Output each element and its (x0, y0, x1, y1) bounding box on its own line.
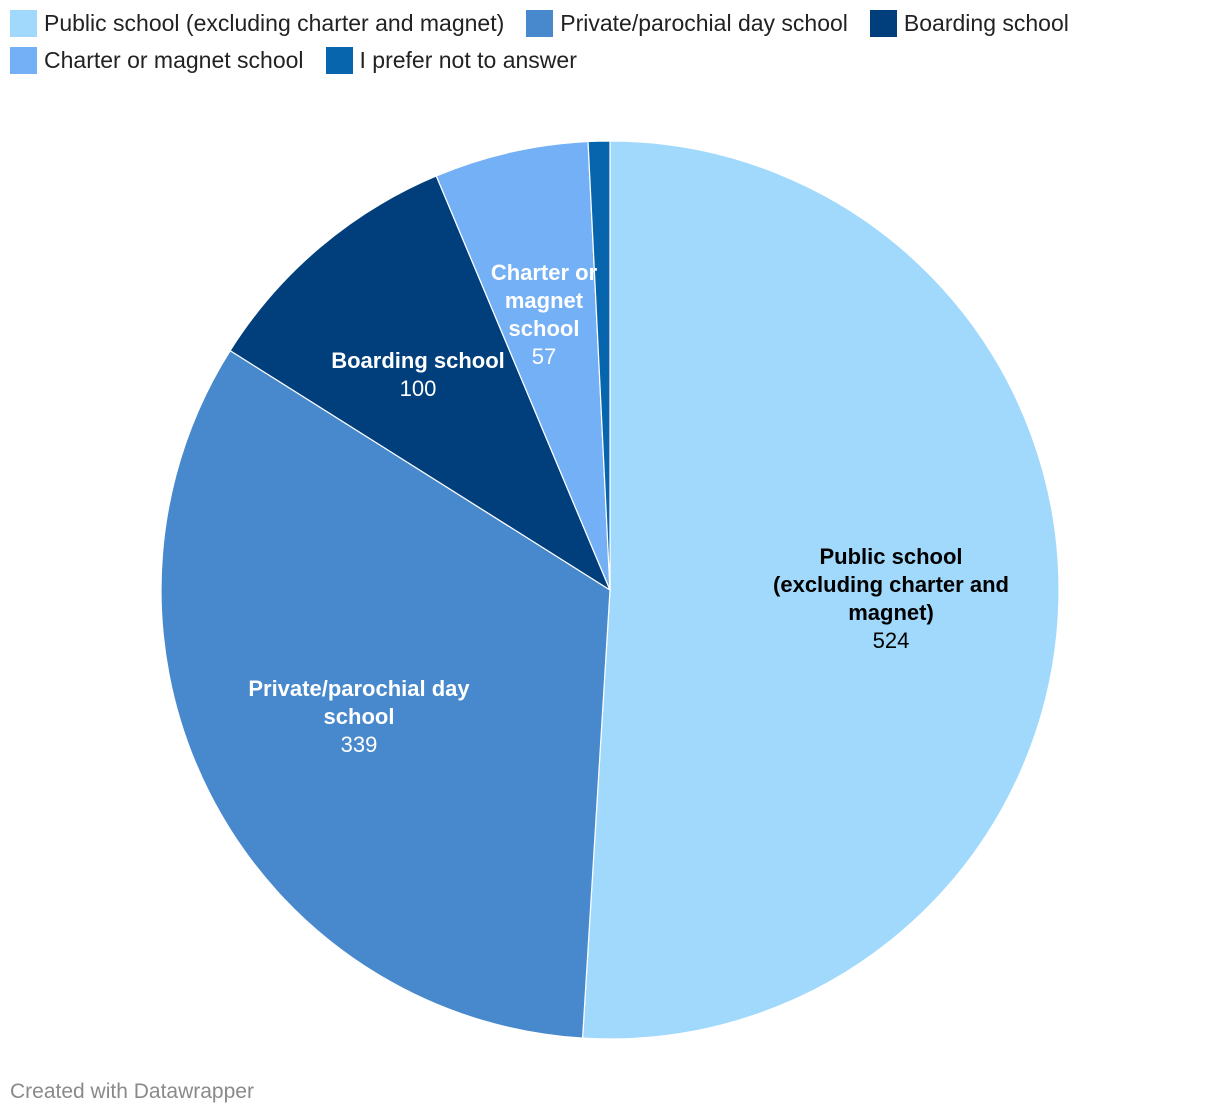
slice-label-public-school: Public school (excluding charter and mag… (771, 543, 1011, 655)
legend-item-private-parochial: Private/parochial day school (526, 10, 848, 37)
legend-label-private-parochial: Private/parochial day school (560, 10, 848, 36)
legend-item-prefer-not-to-answer: I prefer not to answer (325, 47, 577, 74)
pie-slice-charter-magnet (435, 140, 611, 591)
slice-label-charter-magnet-value: 57 (531, 344, 557, 369)
slice-label-private-parochial-name: Private/parochial day school (248, 676, 470, 729)
legend-swatch-boarding-school (869, 10, 897, 37)
legend-swatch-charter-magnet (10, 47, 37, 74)
slice-label-public-school-value: 524 (872, 628, 910, 653)
legend-label-charter-magnet: Charter or magnet school (44, 47, 304, 73)
legend-swatch-private-parochial (526, 10, 554, 37)
legend-label-boarding-school: Boarding school (903, 10, 1069, 36)
legend-label-prefer-not-to-answer: I prefer not to answer (359, 47, 577, 73)
slice-label-private-parochial: Private/parochial day school 339 (234, 675, 484, 759)
legend: Public school (excluding charter and mag… (10, 10, 1210, 74)
legend-item-public-school: Public school (excluding charter and mag… (10, 10, 504, 37)
pie-slice-public-school (581, 140, 1060, 1040)
slice-label-charter-magnet-name: Charter or magnet school (490, 260, 598, 341)
legend-item-boarding-school: Boarding school (869, 10, 1069, 37)
slice-label-boarding-school-name: Boarding school (331, 348, 505, 373)
legend-item-charter-magnet: Charter or magnet school (10, 47, 304, 74)
legend-swatch-prefer-not-to-answer (325, 47, 353, 74)
legend-label-public-school: Public school (excluding charter and mag… (44, 10, 505, 36)
pie-slice-private-parochial (160, 349, 611, 1039)
slice-label-public-school-name: Public school (excluding charter and mag… (773, 544, 1009, 625)
datawrapper-credit: Created with Datawrapper (10, 1080, 254, 1103)
pie-slice-prefer-not-to-answer (587, 140, 611, 591)
slice-label-charter-magnet: Charter or magnet school 57 (484, 259, 604, 371)
slice-label-boarding-school: Boarding school 100 (308, 347, 528, 403)
legend-swatch-public-school (10, 10, 37, 37)
pie-slice-boarding-school (229, 175, 612, 592)
slice-label-private-parochial-value: 339 (340, 732, 378, 757)
slice-label-boarding-school-value: 100 (399, 376, 437, 401)
